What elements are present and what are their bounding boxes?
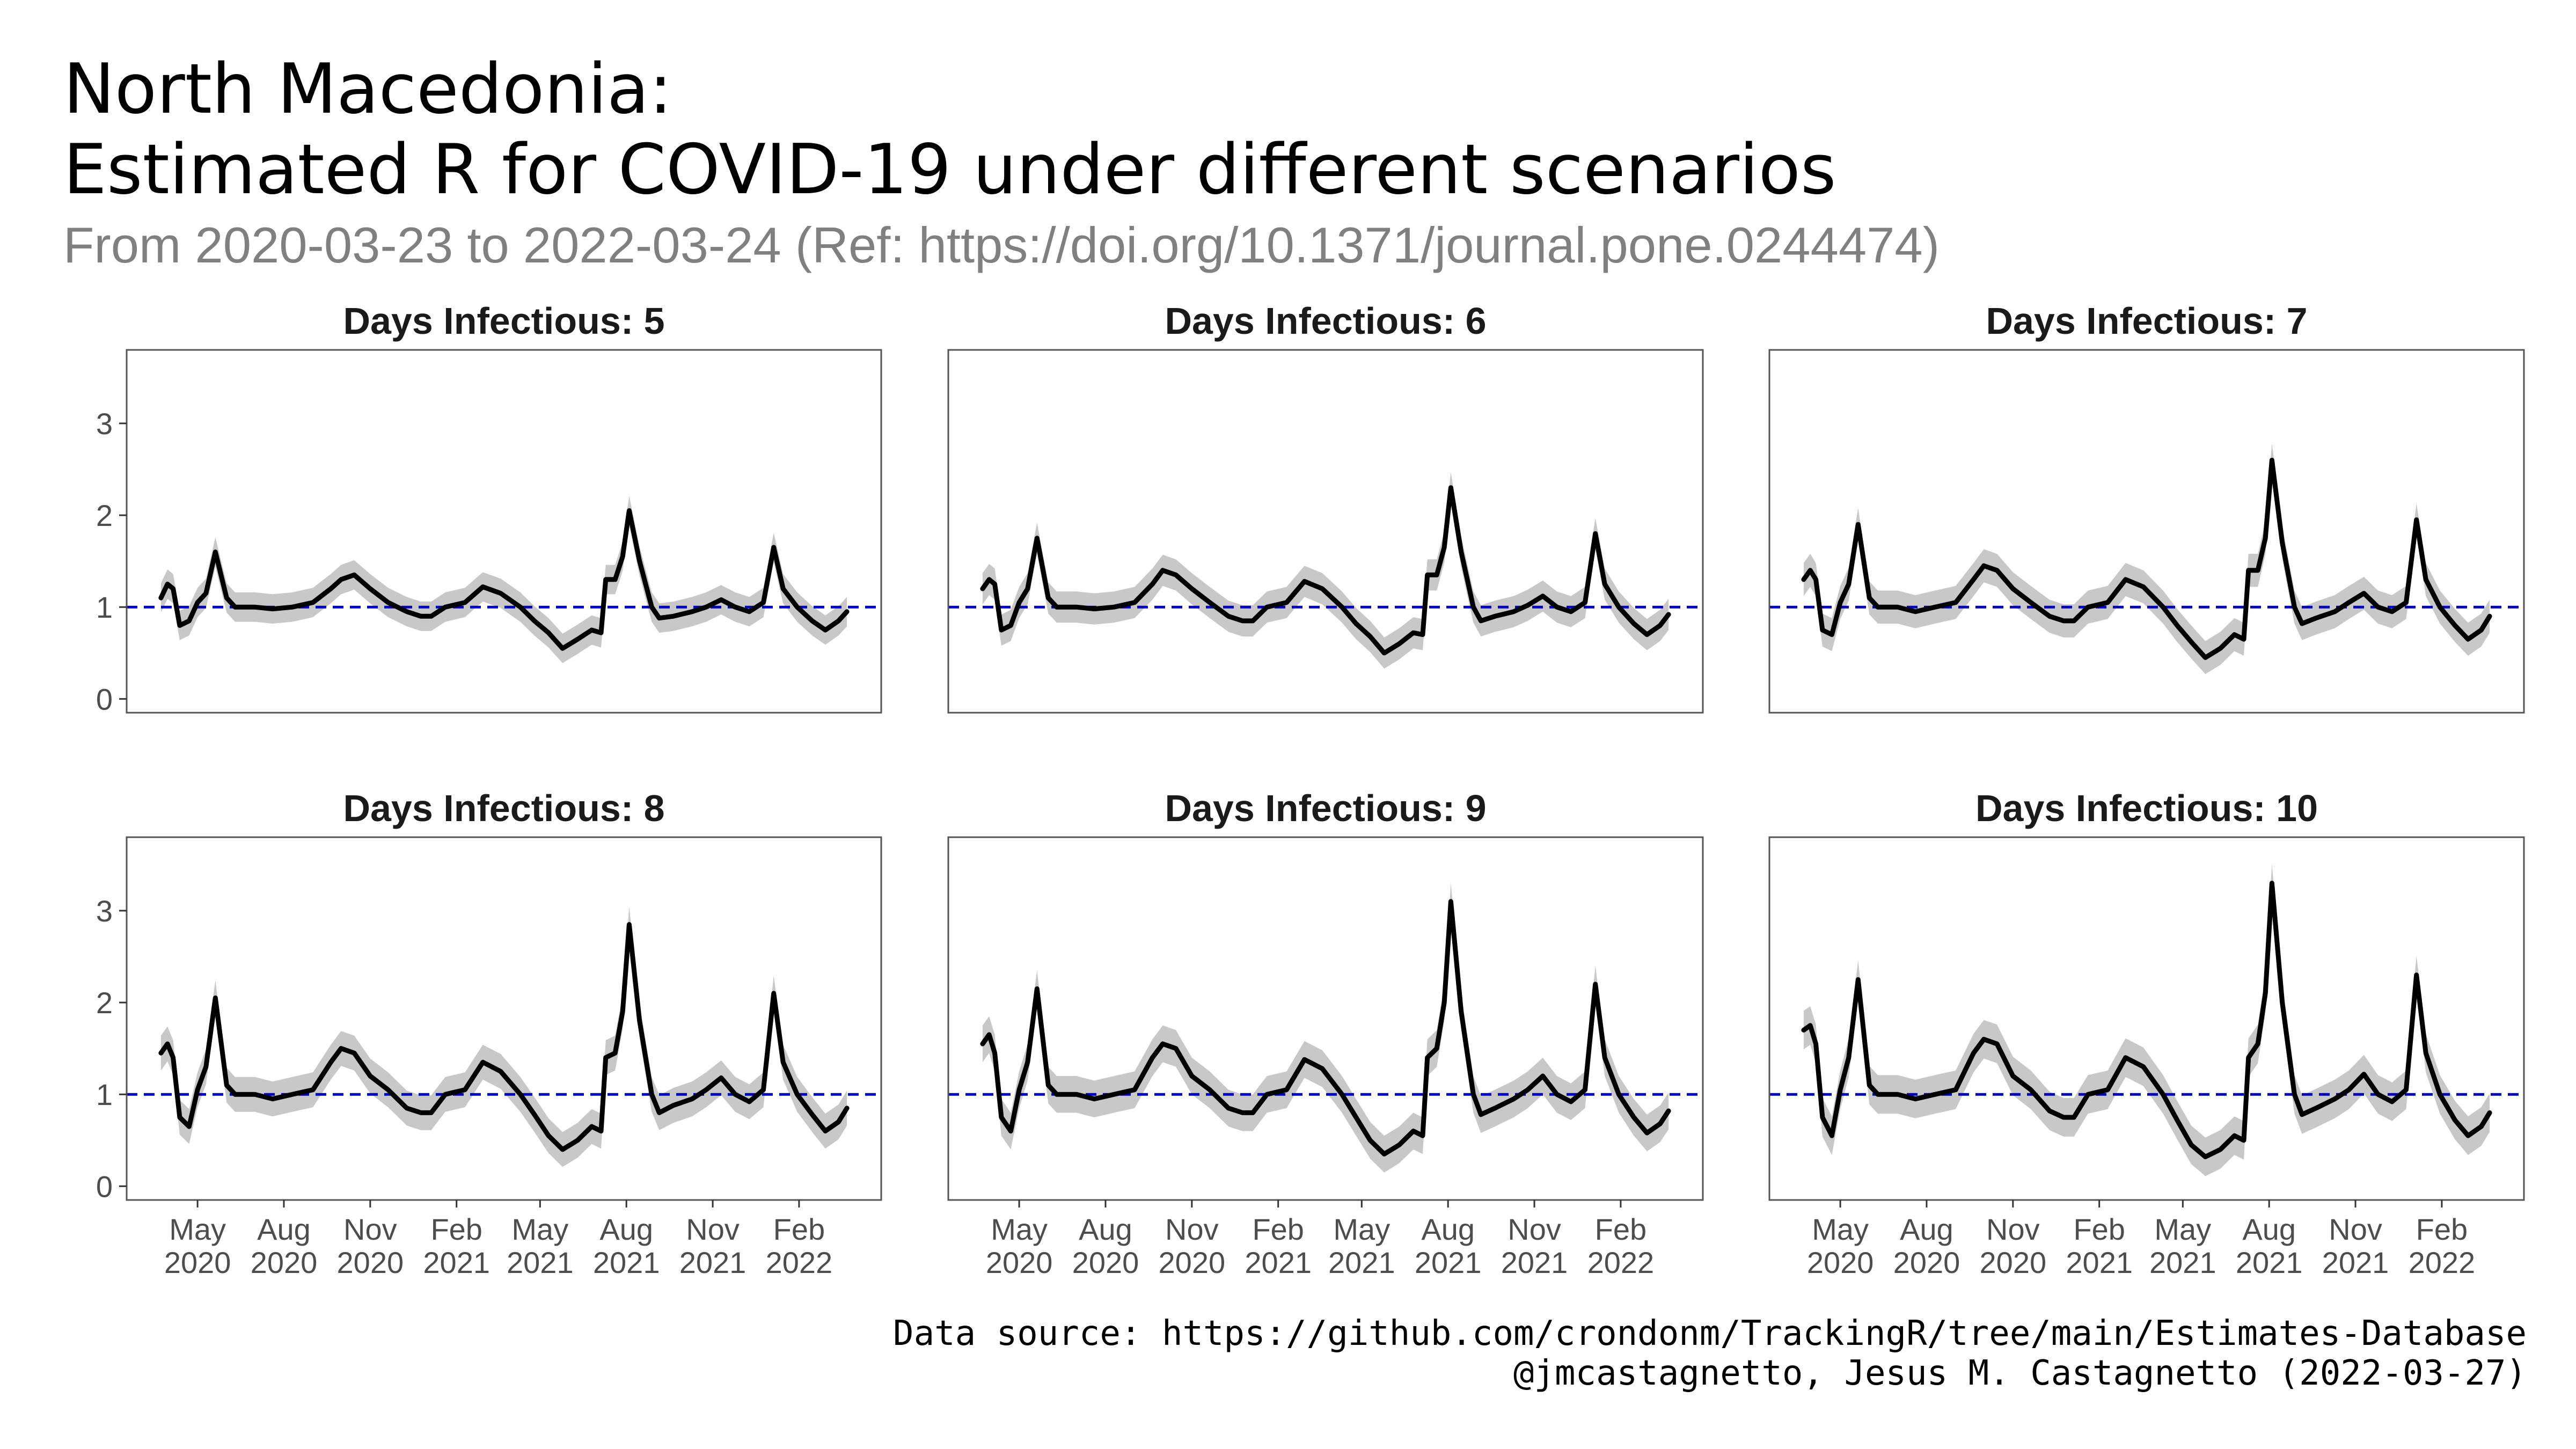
facet-label: Days Infectious: 10	[1975, 787, 2318, 829]
x-tick-label-month: May	[991, 1212, 1048, 1246]
panel-border	[947, 349, 1704, 714]
r-estimate-line	[980, 485, 1671, 656]
x-tick-label-year: 2020	[1893, 1246, 1960, 1279]
x-tick-label-month: Aug	[1079, 1212, 1132, 1246]
x-tick-label-month: May	[169, 1212, 226, 1246]
r-estimate-line	[158, 922, 850, 1152]
x-tick-label-year: 2020	[1807, 1246, 1874, 1279]
facet-label: Days Infectious: 5	[343, 300, 664, 342]
chart-subtitle: From 2020-03-23 to 2022-03-24 (Ref: http…	[63, 217, 1940, 273]
r-estimate-line	[1801, 881, 2492, 1160]
x-tick-label-month: Aug	[1900, 1212, 1953, 1246]
facet-label: Days Infectious: 6	[1165, 300, 1486, 342]
facet-panel-6: Days Infectious: 10May2020Aug2020Nov2020…	[1768, 787, 2525, 1279]
x-tick-label-year: 2021	[1328, 1246, 1395, 1279]
x-tick-label-year: 2021	[1415, 1246, 1482, 1279]
x-tick-label-year: 2021	[2066, 1246, 2133, 1279]
x-tick-label-year: 2021	[2322, 1246, 2389, 1279]
r-estimate-line	[980, 899, 1671, 1157]
x-tick-label-month: Feb	[1252, 1212, 1304, 1246]
facet-panel-2: Days Infectious: 6	[947, 300, 1704, 714]
x-tick-label-year: 2021	[2149, 1246, 2216, 1279]
x-tick-label-year: 2021	[507, 1246, 574, 1279]
x-tick-label-month: Aug	[1421, 1212, 1475, 1246]
panel-border	[1768, 349, 2525, 714]
confidence-band	[1803, 443, 2490, 675]
x-tick-label-month: Aug	[2242, 1212, 2296, 1246]
x-tick-label-year: 2021	[2236, 1246, 2303, 1279]
facet-panel-1: Days Infectious: 5 0 1 2 3	[96, 300, 882, 716]
confidence-band	[982, 472, 1669, 669]
r-estimate-line	[158, 508, 850, 651]
panel-border	[947, 836, 1704, 1201]
author-caption: @jmcastagnetto, Jesus M. Castagnetto (20…	[1513, 1353, 2527, 1393]
x-tick-label-month: May	[511, 1212, 568, 1246]
x-tick-label-year: 2021	[1501, 1246, 1568, 1279]
x-tick-label-month: May	[1812, 1212, 1869, 1246]
facet-label: Days Infectious: 8	[343, 787, 664, 829]
x-tick-label-year: 2020	[337, 1246, 404, 1279]
x-tick-label-year: 2021	[593, 1246, 660, 1279]
y-tick-label: 2	[96, 986, 113, 1020]
x-tick-label-year: 2022	[766, 1246, 833, 1279]
y-tick-label: 1	[96, 1078, 113, 1111]
x-tick-label-year: 2022	[2409, 1246, 2476, 1279]
x-tick-label-year: 2022	[1587, 1246, 1655, 1279]
y-tick-label: 0	[96, 682, 113, 716]
x-tick-label-year: 2021	[679, 1246, 747, 1279]
y-tick-label: 3	[96, 407, 113, 441]
x-tick-label-year: 2020	[164, 1246, 231, 1279]
x-tick-label-month: Feb	[2073, 1212, 2125, 1246]
y-tick-label: 1	[96, 590, 113, 624]
facet-label: Days Infectious: 7	[1986, 300, 2307, 342]
facet-panel-4: Days Infectious: 80123May2020Aug2020Nov2…	[96, 787, 882, 1279]
x-tick-label-year: 2020	[1980, 1246, 2047, 1279]
x-tick-label-month: Aug	[257, 1212, 311, 1246]
panel-border	[126, 836, 882, 1201]
confidence-band	[160, 907, 847, 1167]
x-tick-label-month: Aug	[599, 1212, 653, 1246]
x-tick-label-month: Nov	[2329, 1212, 2382, 1246]
x-tick-label-month: Feb	[1595, 1212, 1647, 1246]
x-tick-label-year: 2020	[251, 1246, 318, 1279]
title-line-1: North Macedonia:	[63, 49, 672, 129]
r-estimate-line	[1801, 457, 2492, 660]
confidence-band	[982, 883, 1669, 1173]
chart-title: North Macedonia: Estimated R for COVID-1…	[63, 49, 1836, 210]
data-source-caption: Data source: https://github.com/crondonm…	[893, 1314, 2527, 1353]
facet-label: Days Infectious: 9	[1165, 787, 1486, 829]
facet-panel-5: Days Infectious: 9May2020Aug2020Nov2020F…	[947, 787, 1704, 1279]
x-tick-label-month: Feb	[2416, 1212, 2468, 1246]
title-line-2: Estimated R for COVID-19 under different…	[63, 130, 1836, 210]
y-tick-label: 2	[96, 499, 113, 532]
x-tick-label-month: May	[1333, 1212, 1390, 1246]
confidence-band	[160, 496, 847, 663]
x-tick-label-month: Feb	[773, 1212, 825, 1246]
x-tick-label-year: 2021	[423, 1246, 490, 1279]
y-tick-label: 3	[96, 894, 113, 928]
x-tick-label-month: Nov	[1507, 1212, 1561, 1246]
x-tick-label-month: Nov	[343, 1212, 397, 1246]
x-tick-label-year: 2020	[1159, 1246, 1226, 1279]
panel-border	[126, 349, 882, 714]
confidence-band	[1803, 863, 2490, 1176]
x-tick-label-month: Nov	[686, 1212, 740, 1246]
x-tick-label-month: Feb	[430, 1212, 482, 1246]
x-tick-label-year: 2021	[1245, 1246, 1312, 1279]
x-tick-label-month: May	[2154, 1212, 2211, 1246]
panel-border	[1768, 836, 2525, 1201]
y-tick-label: 0	[96, 1169, 113, 1203]
x-tick-label-year: 2020	[986, 1246, 1053, 1279]
x-tick-label-month: Nov	[1165, 1212, 1219, 1246]
x-tick-label-year: 2020	[1072, 1246, 1139, 1279]
facet-panel-3: Days Infectious: 7	[1768, 300, 2525, 714]
x-tick-label-month: Nov	[1986, 1212, 2040, 1246]
